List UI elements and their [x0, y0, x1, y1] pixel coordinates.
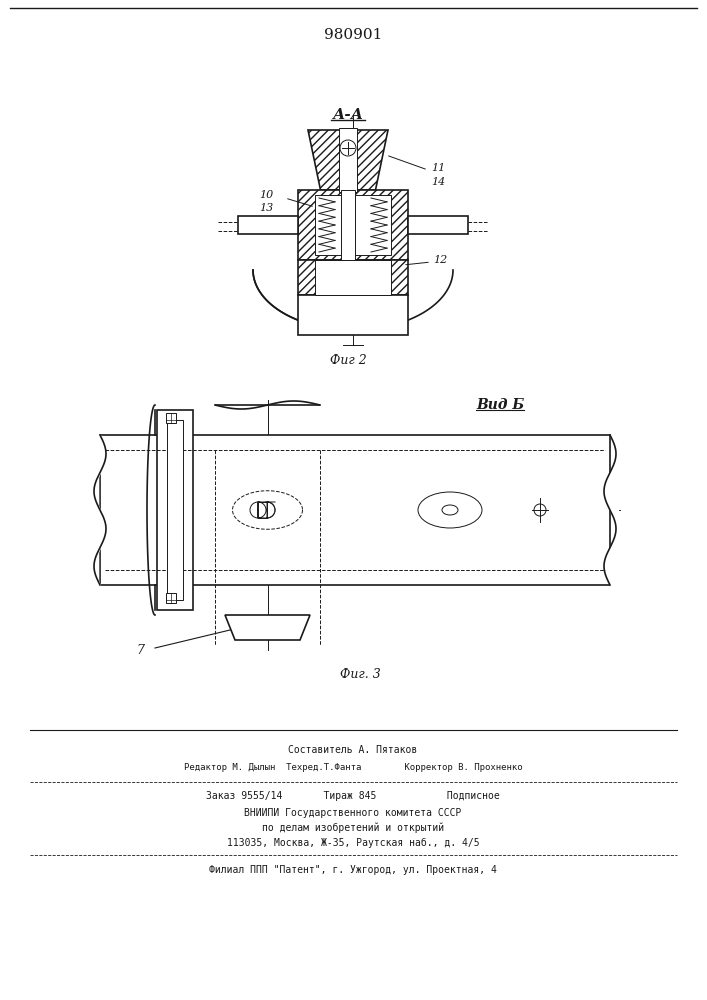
Text: по делам изобретений и открытий: по делам изобретений и открытий	[262, 823, 444, 833]
Text: Редактор М. Дылын  Техред.Т.Фанта        Корректор В. Прохненко: Редактор М. Дылын Техред.Т.Фанта Коррект…	[184, 764, 522, 772]
Text: Заказ 9555/14       Тираж 845            Подписное: Заказ 9555/14 Тираж 845 Подписное	[206, 791, 500, 801]
Ellipse shape	[442, 505, 458, 515]
Text: Фиг. 3: Фиг. 3	[339, 668, 380, 682]
Text: ВНИИПИ Государственного комитета СССР: ВНИИПИ Государственного комитета СССР	[245, 808, 462, 818]
Text: 7: 7	[136, 644, 144, 656]
Bar	[341, 190, 355, 260]
Text: 980901: 980901	[324, 28, 382, 42]
Bar	[315, 260, 391, 295]
Bar	[298, 190, 408, 260]
Bar	[100, 435, 610, 585]
Polygon shape	[308, 130, 388, 190]
Bar	[238, 216, 298, 234]
Circle shape	[259, 502, 275, 518]
Bar	[408, 216, 468, 234]
Bar	[298, 260, 408, 295]
Ellipse shape	[418, 492, 482, 528]
Bar	[166, 413, 176, 423]
Bar	[258, 502, 267, 518]
Text: 10: 10	[259, 190, 273, 200]
Circle shape	[340, 140, 356, 156]
Text: А-А: А-А	[332, 108, 363, 122]
Circle shape	[250, 502, 266, 518]
Polygon shape	[225, 615, 310, 640]
Text: 12: 12	[433, 255, 448, 265]
Text: 113035, Москва, Ж-35, Раутская наб., д. 4/5: 113035, Москва, Ж-35, Раутская наб., д. …	[227, 838, 479, 848]
Text: 13: 13	[259, 203, 273, 213]
Bar	[339, 128, 357, 192]
Bar	[298, 295, 408, 335]
Bar	[166, 593, 176, 603]
Bar	[157, 410, 193, 610]
Text: Вид Б: Вид Б	[476, 398, 524, 412]
Bar	[258, 502, 267, 518]
Circle shape	[534, 504, 546, 516]
Text: Составитель А. Пятаков: Составитель А. Пятаков	[288, 745, 418, 755]
Text: Филиал ППП "Патент", г. Ужгород, ул. Проектная, 4: Филиал ППП "Патент", г. Ужгород, ул. Про…	[209, 865, 497, 875]
Bar	[167, 420, 183, 600]
Bar	[315, 195, 391, 255]
Text: 14: 14	[431, 177, 445, 187]
Text: 11: 11	[431, 163, 445, 173]
Text: Фиг 2: Фиг 2	[329, 354, 366, 366]
